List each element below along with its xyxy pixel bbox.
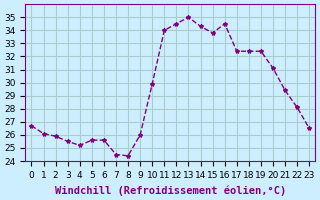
X-axis label: Windchill (Refroidissement éolien,°C): Windchill (Refroidissement éolien,°C) — [55, 185, 286, 196]
